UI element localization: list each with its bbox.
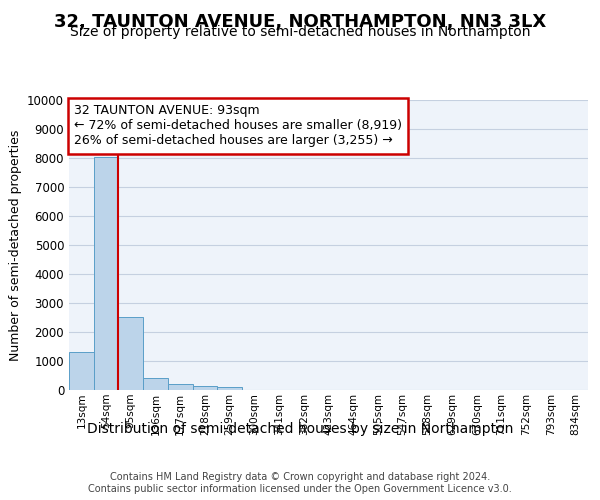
Bar xyxy=(193,386,217,390)
Text: 32 TAUNTON AVENUE: 93sqm
← 72% of semi-detached houses are smaller (8,919)
26% o: 32 TAUNTON AVENUE: 93sqm ← 72% of semi-d… xyxy=(74,104,402,148)
Bar xyxy=(168,384,193,390)
Bar xyxy=(69,352,94,390)
Text: Contains HM Land Registry data © Crown copyright and database right 2024.: Contains HM Land Registry data © Crown c… xyxy=(110,472,490,482)
Bar xyxy=(94,156,118,390)
Y-axis label: Number of semi-detached properties: Number of semi-detached properties xyxy=(8,130,22,360)
Text: Contains public sector information licensed under the Open Government Licence v3: Contains public sector information licen… xyxy=(88,484,512,494)
Text: Size of property relative to semi-detached houses in Northampton: Size of property relative to semi-detach… xyxy=(70,25,530,39)
Text: Distribution of semi-detached houses by size in Northampton: Distribution of semi-detached houses by … xyxy=(87,422,513,436)
Text: 32, TAUNTON AVENUE, NORTHAMPTON, NN3 3LX: 32, TAUNTON AVENUE, NORTHAMPTON, NN3 3LX xyxy=(54,12,546,30)
Bar xyxy=(118,316,143,390)
Bar xyxy=(143,378,168,390)
Bar xyxy=(217,387,242,390)
